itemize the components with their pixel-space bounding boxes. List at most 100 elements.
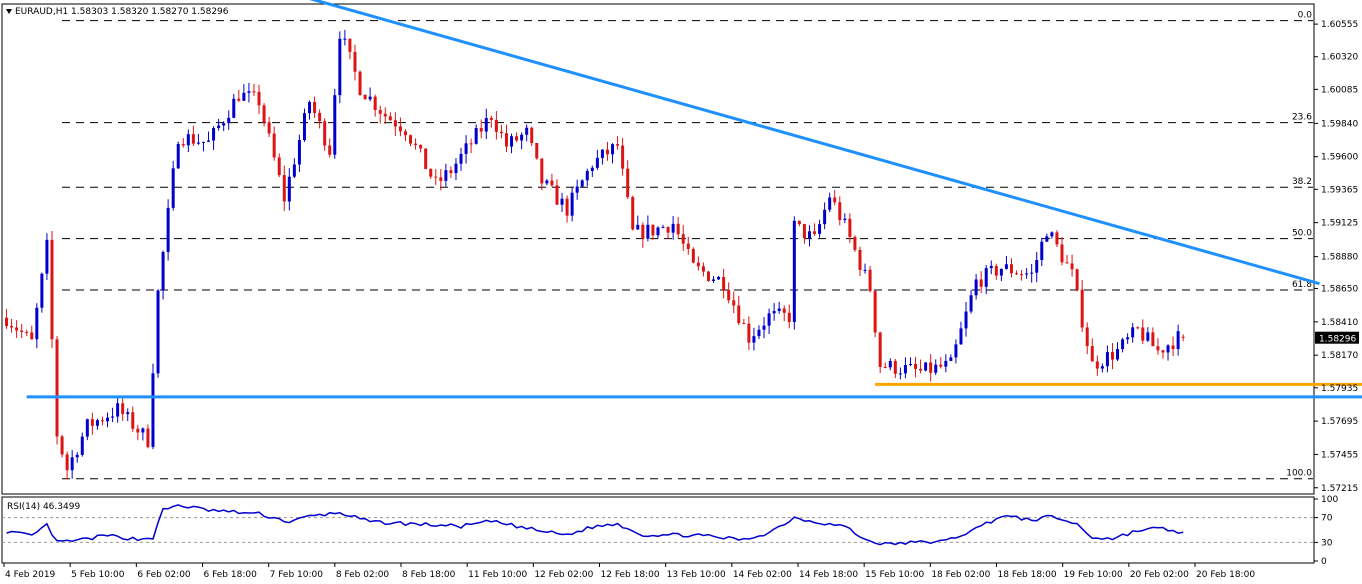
y-tick-label: 1.59125 — [1321, 219, 1358, 229]
candle-body — [959, 328, 963, 345]
candle — [207, 131, 211, 143]
candle-body — [1035, 260, 1039, 273]
candle-body — [297, 140, 301, 165]
candle-body — [1075, 269, 1079, 290]
candle-body — [742, 323, 746, 325]
candle-body — [70, 457, 74, 471]
candle — [383, 107, 387, 124]
candle-body — [414, 143, 418, 145]
candle-body — [217, 125, 221, 129]
candle-body — [378, 110, 382, 114]
candle-body — [903, 365, 907, 374]
candle — [308, 100, 312, 120]
candle — [343, 29, 347, 46]
y-tick-label: 1.58410 — [1321, 318, 1358, 328]
candle — [868, 265, 872, 293]
candle-body — [843, 218, 847, 221]
candle-body — [55, 339, 59, 437]
candle-body — [919, 368, 923, 371]
candle-body — [318, 112, 322, 122]
candle — [25, 329, 29, 337]
candle — [646, 215, 650, 242]
candle-body — [964, 311, 968, 329]
current-price-marker: 1.58296 — [1315, 331, 1359, 345]
candle-body — [767, 313, 771, 326]
candle — [525, 124, 529, 142]
candle — [833, 189, 837, 206]
candle-body — [848, 218, 852, 237]
candle-body — [1060, 244, 1064, 263]
y-tick-label: 1.57935 — [1321, 384, 1358, 394]
candle — [989, 260, 993, 275]
candle — [1075, 268, 1079, 292]
candle — [151, 363, 155, 450]
candle — [908, 357, 912, 367]
x-tick-label: 8 Feb 18:00 — [402, 570, 456, 580]
candle — [706, 270, 710, 282]
candle-body — [777, 308, 781, 311]
x-tick-label: 6 Feb 18:00 — [204, 570, 258, 580]
candle-body — [222, 123, 226, 126]
candle-body — [611, 144, 615, 155]
candle — [414, 138, 418, 150]
candle-body — [121, 403, 125, 415]
candle — [237, 89, 241, 102]
candle — [919, 359, 923, 374]
candle — [353, 44, 357, 81]
candle-body — [186, 134, 190, 146]
candle-body — [338, 38, 342, 96]
candle-body — [888, 360, 892, 368]
candle — [80, 432, 84, 457]
candle — [121, 398, 125, 421]
candle-body — [383, 113, 387, 117]
candle-body — [393, 120, 397, 127]
candle — [156, 289, 160, 378]
candle-body — [908, 363, 912, 366]
candle — [257, 84, 261, 114]
candle — [575, 179, 579, 200]
candle-body — [969, 295, 973, 312]
x-tick-label: 12 Feb 02:00 — [534, 570, 593, 580]
drawn-lines — [26, 0, 1362, 399]
candle — [1035, 251, 1039, 283]
candle-body — [196, 142, 200, 144]
candle-body — [1030, 272, 1034, 274]
candle — [449, 166, 453, 178]
candle — [1015, 270, 1019, 275]
candle — [727, 282, 731, 304]
candle-body — [979, 279, 983, 287]
candle-body — [681, 234, 685, 244]
candle — [378, 105, 382, 124]
candle-body — [40, 273, 44, 308]
candle — [641, 222, 645, 248]
candle — [323, 118, 327, 151]
candle — [409, 134, 413, 147]
y-tick-label: 1.60320 — [1321, 53, 1358, 63]
candle-body — [212, 128, 216, 141]
candle — [111, 407, 115, 423]
candle — [1161, 349, 1165, 359]
candle — [30, 325, 34, 340]
candle — [403, 129, 407, 142]
candle — [1126, 333, 1130, 344]
candle — [242, 84, 246, 102]
y-tick-label: 1.59840 — [1321, 119, 1358, 129]
candle-body — [520, 134, 524, 141]
candle — [772, 303, 776, 321]
candle — [373, 94, 377, 117]
candle-body — [823, 209, 827, 225]
candle-body — [166, 207, 170, 252]
candle-body — [388, 116, 392, 121]
candle — [90, 412, 94, 435]
candle-body — [525, 127, 529, 135]
candle — [1090, 338, 1094, 362]
candle — [50, 231, 54, 349]
candle-body — [131, 412, 135, 429]
candle-body — [45, 239, 49, 274]
candle — [838, 196, 842, 226]
candle-body — [530, 127, 534, 144]
candle-body — [10, 326, 14, 328]
candle — [1020, 270, 1024, 281]
dropdown-triangle-icon[interactable] — [6, 9, 12, 14]
